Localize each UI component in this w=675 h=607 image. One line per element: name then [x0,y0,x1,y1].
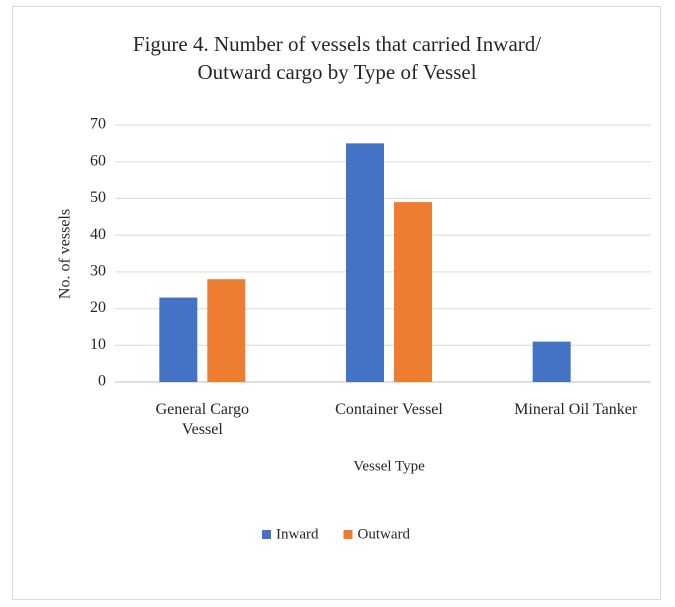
legend-label: Outward [357,526,410,542]
bar [159,297,198,382]
y-tick-label: 70 [90,116,106,133]
y-tick-label: 20 [90,299,106,316]
y-tick-label: 0 [98,373,106,390]
x-tick-label: Mineral Oil Tanker [514,401,638,418]
y-tick-label: 50 [90,189,106,206]
legend-label: Inward [276,526,319,542]
x-axis-title: Vessel Type [353,458,425,474]
y-axis-title: No. of vessels [57,209,74,299]
y-tick-label: 30 [90,263,106,280]
bar [207,279,246,382]
bar [532,341,571,382]
legend-swatch [343,530,353,539]
bar [394,202,432,382]
chart-title: Figure 4. Number of vessels that carried… [132,32,542,84]
chart-border [12,6,661,600]
y-tick-label: 40 [90,226,106,243]
y-tick-label: 60 [90,152,106,169]
x-tick-label: General Cargo Vessel [155,401,250,438]
legend-swatch [262,530,271,539]
y-tick-label: 10 [90,336,106,353]
x-tick-label: Container Vessel [335,401,443,418]
bar [346,143,384,382]
